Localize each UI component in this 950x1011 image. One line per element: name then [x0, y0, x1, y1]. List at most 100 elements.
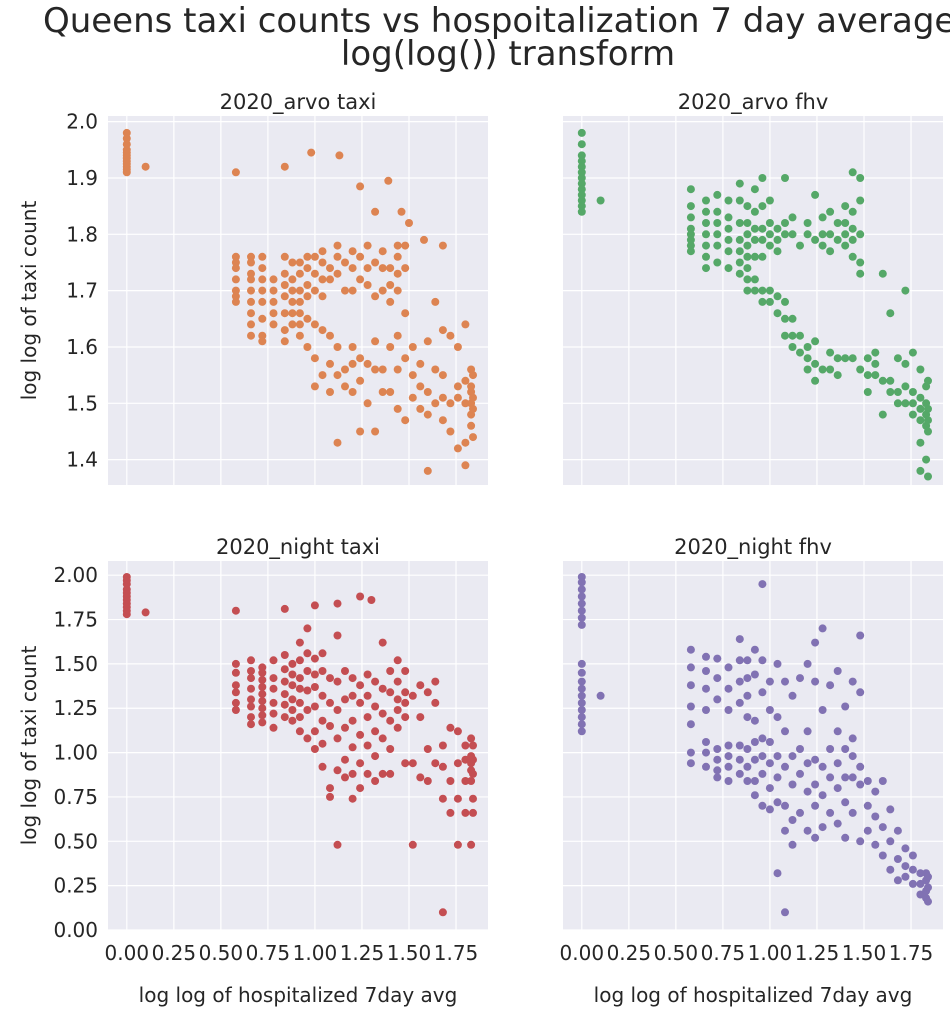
data-point [781, 297, 789, 306]
data-point [841, 773, 850, 782]
data-point [916, 404, 925, 413]
data-point [326, 331, 334, 340]
data-point [811, 376, 820, 385]
data-point [318, 691, 327, 700]
data-point [303, 314, 312, 323]
data-point [758, 801, 767, 810]
data-point [280, 713, 289, 722]
y-tick-label: 0.75 [53, 785, 98, 809]
data-point [743, 691, 752, 700]
data-point [803, 826, 812, 835]
data-point [318, 292, 327, 301]
data-point [318, 371, 327, 380]
data-point [796, 769, 804, 778]
data-point [577, 659, 586, 668]
data-point [765, 784, 774, 793]
data-point [826, 247, 835, 256]
data-point [924, 416, 932, 425]
data-point [288, 670, 297, 679]
data-point [326, 698, 334, 707]
data-point [303, 734, 312, 743]
data-point [461, 376, 470, 385]
data-point [269, 656, 278, 665]
data-point [303, 624, 312, 633]
data-point [713, 241, 722, 250]
data-point [871, 371, 880, 380]
data-point [848, 677, 857, 686]
data-point [295, 331, 304, 340]
data-point [258, 668, 267, 677]
x-axis-label: log log of hospitalized 7day avg [139, 983, 458, 1007]
data-point [735, 235, 744, 244]
data-point [122, 128, 131, 137]
data-point [893, 876, 902, 885]
data-point [758, 769, 767, 778]
data-point [288, 275, 297, 284]
data-point [401, 667, 410, 675]
data-point [356, 427, 365, 436]
data-point [258, 718, 267, 727]
data-point [826, 348, 835, 357]
data-point [908, 410, 917, 419]
data-point [758, 235, 767, 244]
data-point [577, 677, 586, 686]
data-point [310, 320, 319, 329]
data-point [765, 286, 774, 295]
data-point [781, 727, 789, 736]
data-point [416, 359, 425, 368]
data-point [735, 258, 744, 267]
data-point [893, 855, 902, 863]
data-point [295, 713, 304, 722]
data-point [713, 258, 722, 267]
data-point [713, 219, 722, 227]
data-point [893, 399, 902, 408]
data-point [269, 709, 278, 718]
data-point [577, 157, 586, 166]
x-tick-label: 1.25 [795, 941, 840, 965]
data-point [258, 297, 267, 306]
data-point [310, 683, 319, 691]
data-point [371, 258, 380, 267]
data-point [871, 812, 880, 821]
data-point [686, 213, 695, 222]
data-point [713, 230, 722, 239]
data-point [686, 241, 695, 250]
data-point [765, 196, 774, 205]
data-point [288, 297, 297, 306]
data-point [577, 698, 586, 707]
data-point [348, 247, 357, 256]
data-point [288, 716, 297, 725]
data-point [901, 844, 910, 853]
subplot-title: 2020_arvo fhv [678, 90, 829, 115]
data-point [401, 354, 410, 363]
data-point [818, 213, 827, 222]
data-point [141, 162, 150, 171]
data-point [438, 908, 447, 917]
data-point [378, 684, 387, 693]
data-point [295, 727, 304, 736]
data-point [431, 365, 440, 374]
data-point [247, 269, 255, 278]
data-point [247, 258, 255, 267]
data-point [247, 252, 255, 261]
data-point [848, 168, 857, 177]
data-point [318, 258, 327, 267]
y-tick-label: 1.25 [53, 696, 98, 720]
figure-title-line2: log(log()) transform [341, 34, 675, 74]
data-point [453, 727, 462, 736]
data-point [743, 713, 752, 722]
data-point [577, 168, 586, 177]
data-point [438, 741, 447, 750]
data-point [924, 472, 932, 481]
data-point [356, 376, 365, 385]
data-point [318, 326, 327, 335]
data-point [758, 286, 767, 295]
data-point [686, 663, 695, 672]
data-point [326, 275, 334, 284]
data-point [371, 727, 380, 736]
data-point [856, 365, 865, 374]
data-point [702, 706, 710, 714]
data-point [122, 610, 131, 619]
data-point [803, 787, 812, 796]
data-point [841, 202, 850, 211]
